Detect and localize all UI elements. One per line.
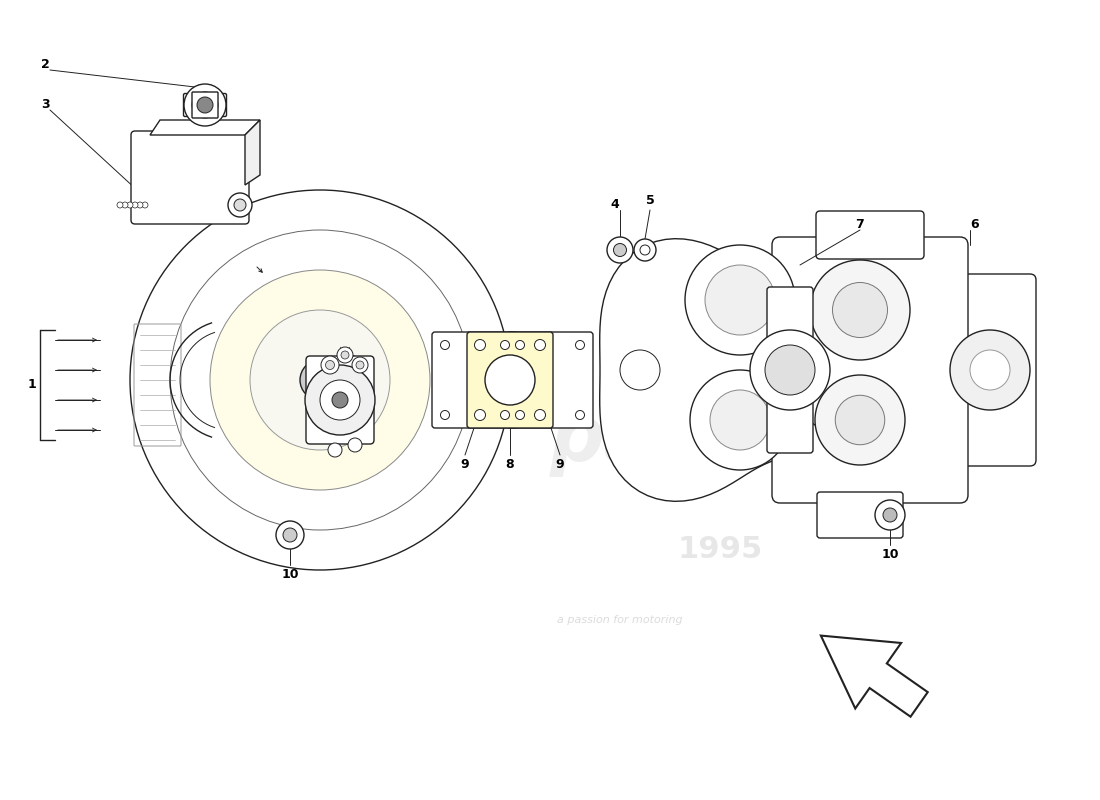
- Circle shape: [764, 345, 815, 395]
- Circle shape: [348, 438, 362, 452]
- Circle shape: [485, 355, 535, 405]
- Circle shape: [126, 202, 133, 208]
- Text: 10: 10: [282, 569, 299, 582]
- Circle shape: [170, 230, 470, 530]
- Circle shape: [184, 84, 226, 126]
- Circle shape: [276, 521, 304, 549]
- Circle shape: [815, 375, 905, 465]
- Circle shape: [575, 341, 584, 350]
- Polygon shape: [245, 120, 260, 185]
- FancyBboxPatch shape: [432, 332, 518, 428]
- Circle shape: [122, 202, 128, 208]
- Circle shape: [614, 243, 627, 257]
- Circle shape: [970, 350, 1010, 390]
- Circle shape: [142, 202, 148, 208]
- Circle shape: [117, 202, 123, 208]
- Text: 9: 9: [461, 458, 470, 471]
- Circle shape: [710, 390, 770, 450]
- Circle shape: [440, 410, 450, 419]
- Polygon shape: [150, 120, 260, 135]
- Circle shape: [640, 245, 650, 255]
- Circle shape: [634, 239, 656, 261]
- Circle shape: [321, 356, 339, 374]
- Text: 7: 7: [856, 218, 865, 231]
- FancyBboxPatch shape: [817, 492, 903, 538]
- Text: 10: 10: [881, 549, 899, 562]
- Text: 1: 1: [28, 378, 36, 391]
- Circle shape: [690, 370, 790, 470]
- Text: parts: parts: [550, 403, 776, 477]
- Circle shape: [192, 92, 218, 118]
- FancyBboxPatch shape: [816, 211, 924, 259]
- Circle shape: [835, 395, 884, 445]
- FancyBboxPatch shape: [306, 356, 374, 444]
- Circle shape: [516, 410, 525, 419]
- Circle shape: [300, 360, 340, 400]
- Circle shape: [283, 528, 297, 542]
- Circle shape: [607, 237, 632, 263]
- FancyBboxPatch shape: [468, 332, 553, 428]
- Circle shape: [874, 500, 905, 530]
- Circle shape: [356, 361, 364, 369]
- FancyBboxPatch shape: [944, 274, 1036, 466]
- Circle shape: [516, 341, 525, 350]
- Text: 3: 3: [41, 98, 50, 111]
- Circle shape: [575, 410, 584, 419]
- Circle shape: [320, 380, 360, 420]
- Polygon shape: [600, 238, 880, 502]
- Circle shape: [950, 330, 1030, 410]
- FancyBboxPatch shape: [772, 237, 968, 503]
- Circle shape: [500, 341, 509, 350]
- Circle shape: [132, 202, 138, 208]
- Circle shape: [328, 443, 342, 457]
- FancyBboxPatch shape: [507, 332, 593, 428]
- Circle shape: [228, 193, 252, 217]
- Circle shape: [500, 410, 509, 419]
- Circle shape: [750, 330, 830, 410]
- Circle shape: [705, 265, 776, 335]
- Circle shape: [620, 350, 660, 390]
- Circle shape: [440, 341, 450, 350]
- Circle shape: [474, 410, 485, 421]
- Text: 2: 2: [41, 58, 50, 71]
- Text: 9: 9: [556, 458, 564, 471]
- Circle shape: [326, 361, 334, 370]
- Circle shape: [197, 97, 213, 113]
- Circle shape: [332, 392, 348, 408]
- Circle shape: [810, 260, 910, 360]
- Circle shape: [833, 282, 888, 338]
- Circle shape: [341, 351, 349, 359]
- Text: 8: 8: [506, 458, 515, 471]
- Circle shape: [130, 190, 510, 570]
- FancyBboxPatch shape: [131, 131, 249, 224]
- FancyBboxPatch shape: [192, 92, 218, 118]
- Circle shape: [474, 339, 485, 350]
- Polygon shape: [821, 635, 927, 717]
- Text: a passion for motoring: a passion for motoring: [558, 615, 683, 625]
- Circle shape: [250, 310, 390, 450]
- Text: 5: 5: [646, 194, 654, 206]
- Text: euro: euro: [379, 333, 576, 407]
- Circle shape: [352, 357, 368, 373]
- Circle shape: [535, 410, 546, 421]
- Circle shape: [337, 347, 353, 363]
- Circle shape: [138, 202, 143, 208]
- Text: 4: 4: [610, 198, 619, 211]
- Circle shape: [883, 508, 896, 522]
- Circle shape: [305, 365, 375, 435]
- Text: 1995: 1995: [678, 535, 762, 565]
- FancyBboxPatch shape: [767, 287, 813, 453]
- Circle shape: [685, 245, 795, 355]
- Circle shape: [210, 270, 430, 490]
- Circle shape: [234, 199, 246, 211]
- Text: 6: 6: [970, 218, 979, 231]
- FancyBboxPatch shape: [184, 94, 227, 117]
- Circle shape: [535, 339, 546, 350]
